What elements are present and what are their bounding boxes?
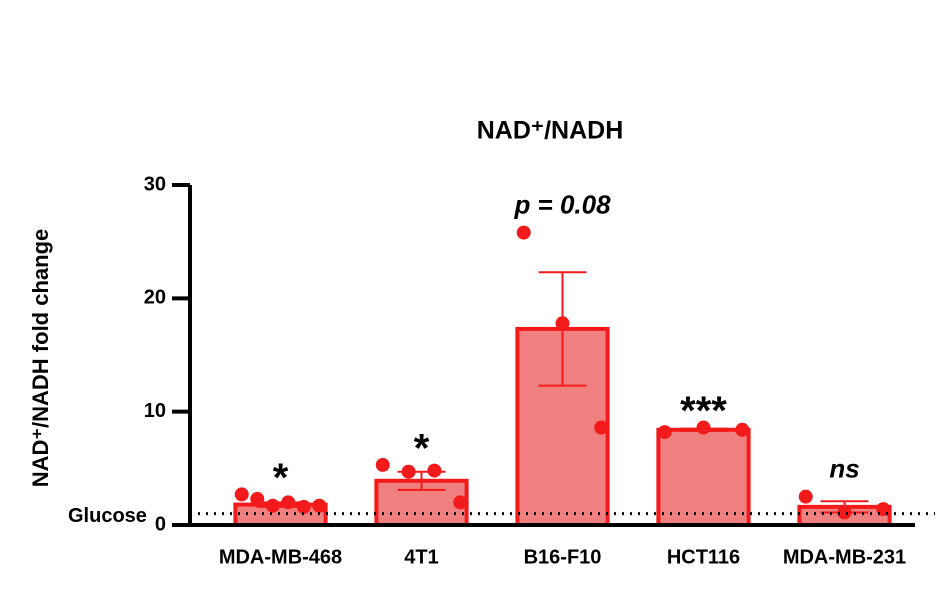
data-point <box>516 225 531 240</box>
data-point <box>234 487 249 502</box>
x-tick-label: B16-F10 <box>524 546 602 568</box>
data-point <box>594 420 609 435</box>
data-point <box>555 316 570 331</box>
data-point <box>696 420 711 435</box>
x-tick-label: 4T1 <box>404 546 438 568</box>
data-point <box>735 422 750 437</box>
data-point <box>401 464 416 479</box>
error-bar <box>256 501 305 508</box>
significance-label: *** <box>680 389 727 433</box>
data-point <box>798 489 813 504</box>
x-tick-label: MDA-MB-468 <box>219 546 342 568</box>
data-point <box>837 505 852 520</box>
y-tick-label: 30 <box>144 173 166 195</box>
x-tick-label: HCT116 <box>667 546 740 568</box>
chart-title: NAD⁺/NADH <box>477 117 624 145</box>
reference-label: Glucose <box>68 505 147 527</box>
significance-label: * <box>414 426 430 470</box>
y-tick-label: 0 <box>155 513 166 535</box>
data-point <box>265 498 280 513</box>
significance-label: p = 0.08 <box>513 189 611 219</box>
data-point <box>296 499 311 514</box>
x-tick-label: MDA-MB-231 <box>783 546 906 568</box>
significance-label: * <box>273 456 289 500</box>
data-point <box>375 457 390 472</box>
data-point <box>453 495 468 510</box>
y-tick-label: 20 <box>144 287 166 309</box>
significance-label: ns <box>829 454 859 484</box>
data-point <box>657 425 672 440</box>
data-point <box>281 495 296 510</box>
bar <box>656 427 751 527</box>
y-axis-label: NAD⁺/NADH fold change <box>28 229 53 488</box>
y-tick-label: 10 <box>144 400 166 422</box>
data-point <box>312 498 327 513</box>
data-point <box>427 463 442 478</box>
data-point <box>250 491 265 506</box>
